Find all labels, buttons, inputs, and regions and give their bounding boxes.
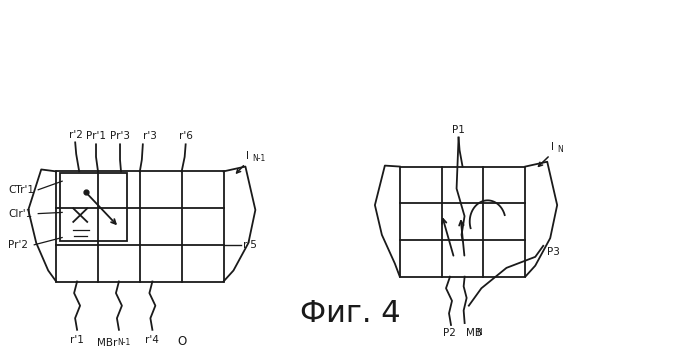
Text: N-1: N-1 <box>253 154 265 163</box>
Text: N: N <box>477 328 482 337</box>
Text: r'2: r'2 <box>69 130 83 140</box>
Text: P2: P2 <box>442 328 456 338</box>
Text: r'3: r'3 <box>143 132 157 141</box>
Text: Pr'1: Pr'1 <box>86 132 106 141</box>
Text: r'1: r'1 <box>70 335 84 345</box>
Text: N-1: N-1 <box>117 337 130 346</box>
Text: r'6: r'6 <box>178 132 192 141</box>
Text: I: I <box>246 151 249 161</box>
Text: Pr'3: Pr'3 <box>110 132 130 141</box>
Text: P3: P3 <box>547 247 560 258</box>
Text: Pr'2: Pr'2 <box>8 240 29 250</box>
Text: O: O <box>177 335 186 348</box>
Text: CTr'1: CTr'1 <box>8 185 34 195</box>
Text: N: N <box>557 145 563 154</box>
Text: r'5: r'5 <box>244 240 258 250</box>
Text: MBr: MBr <box>97 337 117 348</box>
Text: Clr'1: Clr'1 <box>8 209 33 219</box>
Text: P1: P1 <box>452 125 465 135</box>
Text: Фиг. 4: Фиг. 4 <box>300 299 400 328</box>
Text: I: I <box>551 142 554 152</box>
Text: MB: MB <box>466 328 482 338</box>
Text: r'4: r'4 <box>146 335 160 345</box>
